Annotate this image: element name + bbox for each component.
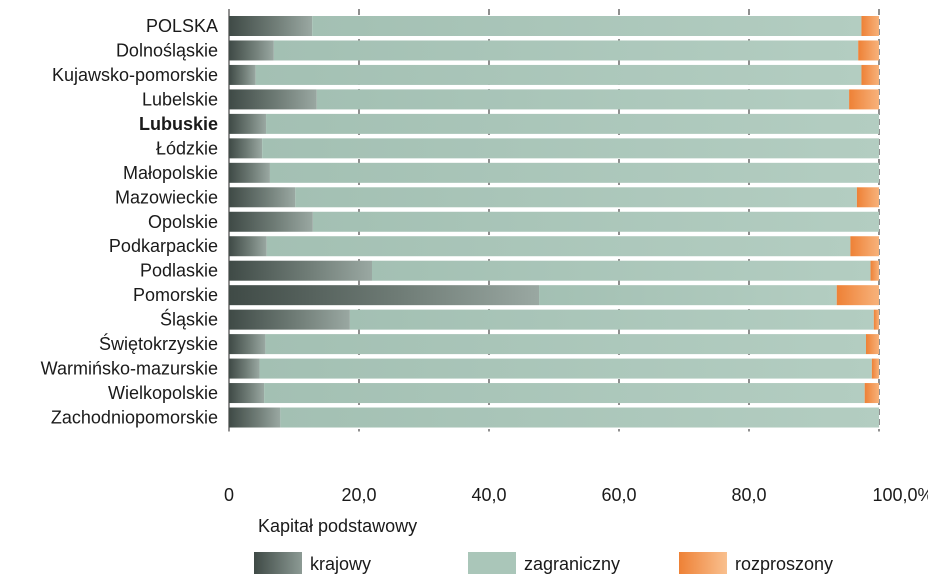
bar-segment-krajowy	[229, 138, 263, 159]
category-label: Zachodniopomorskie	[51, 408, 218, 428]
bar-segment-zagraniczny	[262, 138, 879, 159]
category-label: Dolnośląskie	[116, 40, 218, 60]
bar-segment-krajowy	[229, 89, 317, 110]
x-tick-label: 80,0	[731, 485, 766, 505]
bar-segment-krajowy	[229, 162, 270, 183]
legend-title: Kapitał podstawowy	[258, 516, 417, 536]
category-label: Śląskie	[160, 309, 218, 330]
legend-swatch-rozproszony	[679, 552, 727, 574]
bar-segment-zagraniczny	[273, 40, 859, 61]
legend-label-zagraniczny: zagraniczny	[524, 554, 620, 574]
bar-segment-krajowy	[229, 334, 266, 355]
bar-segment-zagraniczny	[349, 309, 874, 330]
category-label: Mazowieckie	[115, 187, 218, 207]
bar-segment-krajowy	[229, 40, 274, 61]
bar-segment-rozproszony	[856, 187, 879, 208]
x-axis-ticks: 0 20,0 40,0 60,0 80,0 100,0%	[224, 485, 928, 505]
bar-segment-zagraniczny	[266, 236, 851, 257]
bar-segment-zagraniczny	[266, 113, 879, 134]
x-tick-label: 40,0	[471, 485, 506, 505]
x-tick-label: 100,0%	[872, 485, 928, 505]
category-label: Wielkopolskie	[108, 383, 218, 403]
category-label: Podkarpackie	[109, 236, 218, 256]
bar-segment-krajowy	[229, 285, 540, 306]
legend: Kapitał podstawowy krajowy zagraniczny roz…	[254, 516, 833, 574]
category-label: Podlaskie	[140, 261, 218, 281]
bar-segment-krajowy	[229, 113, 267, 134]
bar-segment-rozproszony	[861, 64, 879, 85]
bar-segment-krajowy	[229, 407, 281, 428]
bar-segment-rozproszony	[850, 236, 879, 257]
bar-segment-zagraniczny	[264, 383, 865, 404]
bar-segment-rozproszony	[873, 309, 879, 330]
bar-segment-zagraniczny	[255, 64, 862, 85]
bar-segment-zagraniczny	[265, 334, 866, 355]
legend-label-krajowy: krajowy	[310, 554, 371, 574]
bar-segment-rozproszony	[836, 285, 879, 306]
bar-segment-zagraniczny	[316, 89, 850, 110]
bar-segment-zagraniczny	[312, 211, 880, 232]
x-tick-label: 0	[224, 485, 234, 505]
category-label: Łódzkie	[156, 138, 218, 158]
x-tick-label: 60,0	[601, 485, 636, 505]
category-labels: POLSKA Dolnośląskie Kujawsko-pomorskie Lube…	[41, 16, 218, 428]
bar-segment-krajowy	[229, 358, 260, 379]
bar-segment-krajowy	[229, 309, 350, 330]
bar-segment-krajowy	[229, 64, 256, 85]
bar-segment-zagraniczny	[259, 358, 872, 379]
x-tick-label: 20,0	[341, 485, 376, 505]
legend-label-rozproszony: rozproszony	[735, 554, 833, 574]
bar-segment-zagraniczny	[312, 16, 862, 36]
bar-segment-rozproszony	[866, 334, 879, 355]
bar-segment-rozproszony	[870, 260, 879, 281]
bar-segment-rozproszony	[858, 40, 879, 61]
category-label: Pomorskie	[133, 285, 218, 305]
bar-segment-zagraniczny	[269, 162, 879, 183]
bar-segment-zagraniczny	[539, 285, 837, 306]
bar-segment-krajowy	[229, 236, 267, 257]
category-label: Kujawsko-pomorskie	[52, 65, 218, 85]
category-label: Warmińsko-mazurskie	[41, 359, 218, 379]
bar-segment-rozproszony	[849, 89, 879, 110]
category-label: Lubuskie	[139, 114, 218, 134]
legend-swatch-zagraniczny	[468, 552, 516, 574]
bar-segment-krajowy	[229, 211, 313, 232]
bar-segment-krajowy	[229, 260, 372, 281]
bars-group	[229, 16, 880, 428]
bar-segment-rozproszony	[864, 383, 879, 404]
bar-segment-zagraniczny	[295, 187, 857, 208]
bar-segment-rozproszony	[861, 16, 879, 36]
bar-segment-krajowy	[229, 16, 313, 36]
category-label: Lubelskie	[142, 89, 218, 109]
category-label: Małopolskie	[123, 163, 218, 183]
category-label: Świętokrzyskie	[99, 333, 218, 354]
bar-segment-krajowy	[229, 187, 296, 208]
legend-swatch-krajowy	[254, 552, 302, 574]
category-label: Opolskie	[148, 212, 218, 232]
bar-segment-zagraniczny	[280, 407, 880, 428]
bar-segment-krajowy	[229, 383, 265, 404]
category-label: POLSKA	[146, 16, 218, 36]
bar-segment-rozproszony	[871, 358, 879, 379]
bar-segment-zagraniczny	[372, 260, 871, 281]
